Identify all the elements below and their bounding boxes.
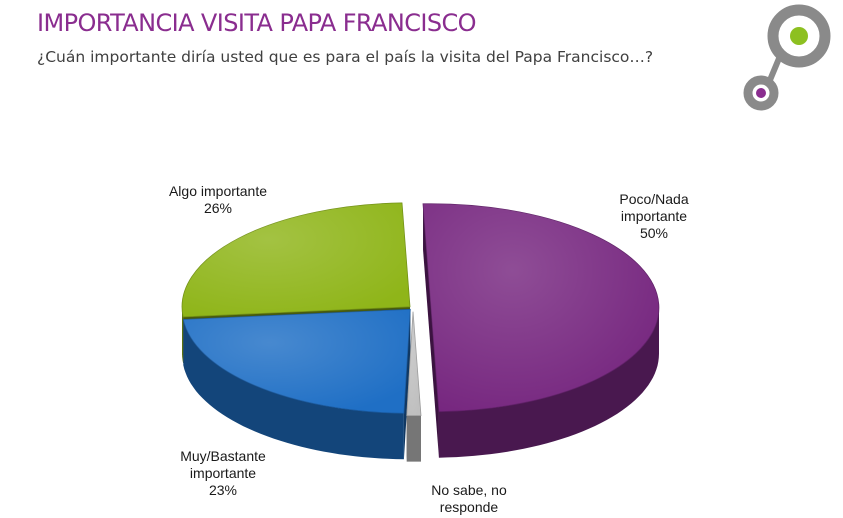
logo-green-dot — [790, 27, 808, 45]
pie-slice-poco-nada-highlight — [423, 203, 659, 412]
slice-label-no-sabe: No sabe, no responde — [431, 482, 507, 515]
logo-purple-dot — [756, 88, 766, 98]
brand-logo-icon — [743, 4, 831, 111]
page-title: IMPORTANCIA VISITA PAPA FRANCISCO — [37, 9, 477, 37]
slice-label-muy-bastante: Muy/Bastante importante 23% — [180, 448, 266, 498]
pie-slice-algo-outer-wall-0 — [182, 306, 184, 363]
pie-slice-poco-nada-cut-face-0 — [423, 203, 431, 354]
logo-connector-line — [767, 54, 783, 82]
pie-slice-tops — [181, 202, 660, 417]
pie-slice-poco-nada-outer-wall-0 — [438, 307, 659, 458]
pie-slice-no-sabe-highlight — [406, 311, 421, 416]
pie-slice-no-sabe-outer-wall-0 — [406, 415, 421, 462]
logo-connector-ring — [743, 75, 779, 111]
pie-slice-poco-nada-cut-face-1 — [430, 307, 439, 458]
pie-slice-muy-bastante-highlight — [183, 309, 411, 414]
pie-slice-muy-bastante-outer-wall-0 — [183, 319, 404, 460]
slice-label-poco-nada: Poco/Nada importante 50% — [619, 191, 689, 241]
slice-label-algo: Algo importante 26% — [168, 183, 268, 216]
logo-large-ring — [767, 4, 831, 68]
pie-slice-algo-highlight — [182, 202, 410, 317]
survey-question: ¿Cuán importante diría usted que es para… — [37, 48, 654, 66]
